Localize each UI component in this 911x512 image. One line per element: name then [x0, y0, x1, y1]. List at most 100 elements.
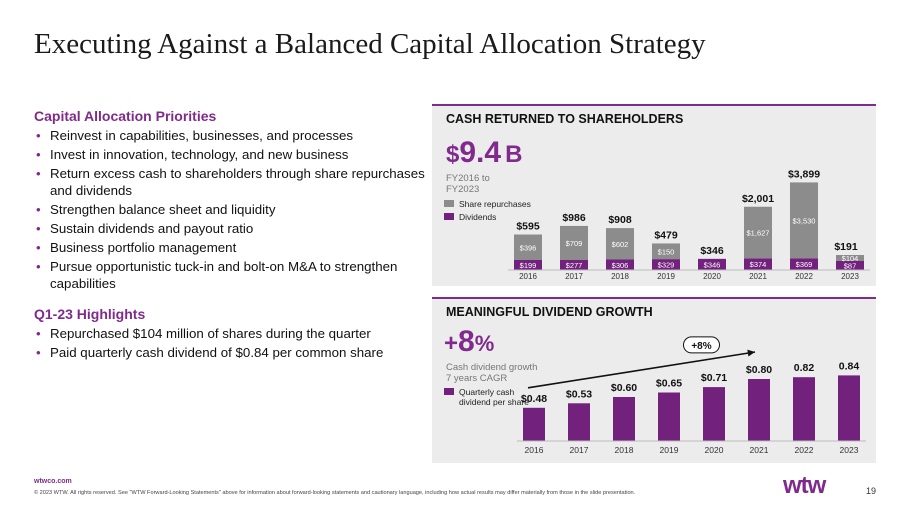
bar-dividend [523, 407, 545, 441]
x-tick-label: 2023 [840, 445, 859, 455]
dividend-cagr-figure: +8% [444, 325, 495, 358]
disclaimer: © 2023 WTW. All rights reserved. See "WT… [34, 490, 636, 496]
highlights-heading: Q1-23 Highlights [34, 306, 146, 323]
x-tick-label: 2018 [611, 272, 629, 281]
list-item: Repurchased $104 million of shares durin… [34, 326, 429, 343]
list-item: Strengthen balance sheet and liquidity [34, 202, 429, 219]
legend-dividends: Dividends [444, 212, 496, 222]
data-label: $374 [750, 260, 767, 269]
x-tick-label: 2019 [657, 272, 675, 281]
data-label: $277 [566, 261, 583, 270]
data-label: $1,627 [747, 229, 770, 238]
list-item: Sustain dividends and payout ratio [34, 221, 429, 238]
bar-dividend [658, 392, 680, 441]
list-item: Pursue opportunistic tuck-in and bolt-on… [34, 259, 429, 292]
x-tick-label: 2021 [749, 272, 767, 281]
bar-repurchases [744, 206, 772, 259]
legend-swatch [444, 200, 454, 207]
x-tick-label: 2020 [705, 445, 724, 455]
total-label: $3,899 [788, 168, 820, 180]
bar-dividend [703, 387, 725, 441]
list-item: Invest in innovation, technology, and ne… [34, 147, 429, 164]
bar-dividends [744, 258, 772, 270]
bar-dividend [748, 379, 770, 441]
legend-swatch [444, 388, 454, 395]
x-tick-label: 2017 [565, 272, 583, 281]
x-tick-label: 2023 [841, 272, 859, 281]
left-column: Capital Allocation Priorities Reinvest i… [34, 108, 429, 376]
x-tick-label: 2017 [570, 445, 589, 455]
x-tick-label: 2019 [660, 445, 679, 455]
bar-repurchases [606, 228, 634, 260]
cash-period-note: FY2016 to FY2023 [446, 173, 490, 195]
bar-dividends [606, 259, 634, 270]
bar-dividend [838, 375, 860, 441]
bar-dividend [613, 397, 635, 441]
website-link[interactable]: wtwco.com [34, 478, 72, 485]
legend-share-repurchases: Share repurchases [444, 199, 531, 209]
list-item: Return excess cash to shareholders throu… [34, 166, 429, 199]
bar-dividend [793, 377, 815, 441]
cagr-badge [683, 336, 720, 354]
bar-dividends [836, 261, 864, 270]
data-label: $0.48 [521, 393, 547, 405]
bar-dividends [790, 258, 818, 270]
data-label: $3,530 [793, 216, 816, 225]
cash-total-figure: $9.4 B [446, 136, 523, 169]
bar-repurchases [836, 255, 864, 261]
data-label: $306 [612, 261, 629, 270]
page-title: Executing Against a Balanced Capital All… [34, 28, 706, 60]
bar-dividend [568, 403, 590, 441]
data-label: $369 [796, 260, 813, 269]
total-label: $346 [700, 245, 724, 257]
arrow-head [747, 349, 755, 357]
data-label: $87 [844, 262, 857, 271]
data-label: $150 [658, 247, 675, 256]
data-label: $0.60 [611, 382, 637, 394]
cash-returned-panel: CASH RETURNED TO SHAREHOLDERS $9.4 B FY20… [432, 104, 876, 286]
x-tick-label: 2022 [795, 272, 813, 281]
data-label: 0.82 [794, 362, 815, 374]
data-label: $396 [520, 243, 537, 252]
data-label: $0.53 [566, 388, 592, 400]
total-label: $191 [834, 241, 858, 253]
data-label: $104 [842, 254, 859, 263]
list-item: Reinvest in capabilities, businesses, an… [34, 128, 429, 145]
bar-repurchases [560, 225, 588, 260]
highlights-list: Repurchased $104 million of shares durin… [34, 326, 429, 362]
total-label: $595 [516, 221, 540, 233]
cash-returned-chart: $199 $396 $595 2016 $277 $709 $986 2017 $306 $602… [508, 168, 870, 281]
x-tick-label: 2022 [795, 445, 814, 455]
bar-dividends [652, 259, 680, 270]
data-label: $346 [704, 260, 721, 269]
dividend-growth-panel: MEANINGFUL DIVIDEND GROWTH +8% Cash divi… [432, 297, 876, 463]
data-label: $0.65 [656, 378, 682, 390]
data-label: $602 [612, 240, 629, 249]
data-label: $709 [566, 239, 583, 248]
data-label: $199 [520, 261, 537, 270]
total-label: $2,001 [742, 193, 774, 205]
dividend-growth-chart: $0.48 2016 $0.53 2017 $0.60 2018 $0.65 2019 $0.7… [517, 336, 866, 455]
dividend-panel-heading: MEANINGFUL DIVIDEND GROWTH [446, 305, 653, 319]
cash-panel-heading: CASH RETURNED TO SHAREHOLDERS [446, 112, 684, 126]
bar-repurchases [652, 243, 680, 260]
cagr-badge-label: +8% [691, 341, 711, 352]
data-label: $0.80 [746, 364, 772, 376]
priorities-heading: Capital Allocation Priorities [34, 108, 217, 124]
legend-quarterly-dividend: Quarterly cash dividend per share [444, 387, 539, 407]
legend-swatch [444, 213, 454, 220]
x-tick-label: 2016 [519, 272, 537, 281]
bar-dividends [514, 260, 542, 270]
total-label: $986 [562, 212, 586, 224]
bar-repurchases [514, 234, 542, 260]
bar-dividends [560, 260, 588, 270]
x-tick-label: 2021 [750, 445, 769, 455]
data-label: $0.71 [701, 372, 727, 384]
wtw-logo: wtw [783, 472, 826, 499]
x-tick-label: 2016 [525, 445, 544, 455]
page-number: 19 [866, 486, 877, 496]
bar-dividends [698, 258, 726, 270]
total-label: $479 [654, 229, 678, 241]
growth-arrow [527, 351, 756, 389]
x-tick-label: 2018 [615, 445, 634, 455]
